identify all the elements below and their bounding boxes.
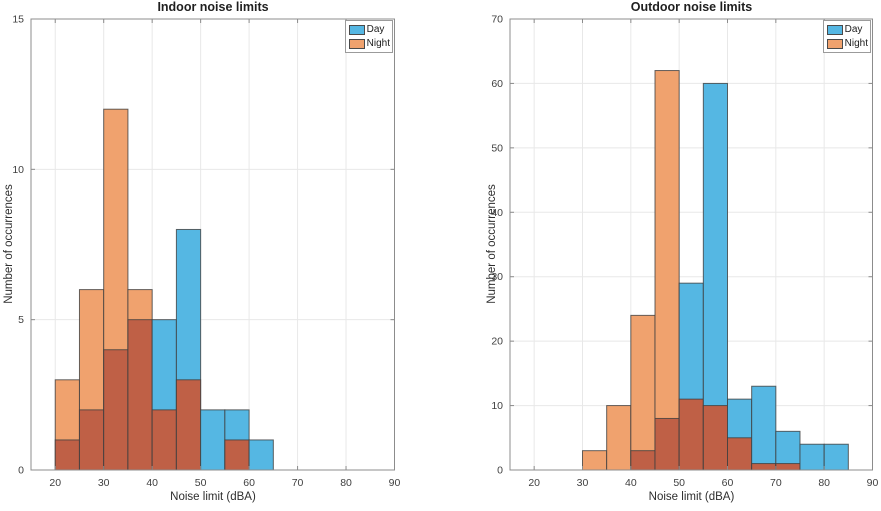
x-tick-label: 50 — [195, 477, 207, 489]
x-tick-label: 50 — [673, 477, 685, 489]
bar-overlap — [702, 405, 728, 471]
bar-day — [751, 385, 777, 471]
chart-title-indoor: Indoor noise limits — [157, 0, 269, 14]
bar-overlap — [54, 439, 80, 471]
chart-outdoor: 20 30 40 50 60 70 80 90 0 10 20 30 40 50 60 70 — [491, 14, 878, 490]
x-tick-label: 40 — [625, 477, 637, 489]
legend-swatch-night-icon — [826, 38, 843, 49]
y-axis-label-outdoor: Number of occurrences — [486, 184, 498, 304]
y-tick-label: 40 — [491, 207, 503, 219]
x-axis-label-outdoor: Noise limit (dBA) — [648, 491, 735, 503]
x-tick-label: 20 — [49, 477, 61, 489]
bar-day — [823, 443, 849, 471]
legend-label-night: Night — [366, 37, 390, 49]
legend-swatch-day-icon — [348, 24, 365, 35]
x-tick-label: 20 — [528, 477, 540, 489]
bar-overlap — [175, 379, 202, 471]
y-tick-label: 30 — [491, 271, 503, 283]
bar-day — [200, 409, 226, 471]
bar-overlap — [727, 437, 753, 471]
legend-label-night: Night — [844, 37, 868, 49]
y-tick-label: 70 — [491, 14, 503, 26]
x-tick-label: 80 — [340, 477, 352, 489]
x-tick-label: 60 — [722, 477, 734, 489]
legend-item-night: Night — [348, 37, 390, 50]
x-axis-label-indoor: Noise limit (dBA) — [170, 491, 256, 503]
tick-labels: 20 30 40 50 60 70 80 90 0 5 10 15 — [12, 14, 400, 490]
x-tick-label: 90 — [867, 477, 879, 489]
x-tick-label: 60 — [243, 477, 255, 489]
bar-night — [654, 70, 680, 471]
bar-overlap — [630, 450, 656, 471]
legend-swatch-night-icon — [348, 38, 365, 49]
legend-item-day: Day — [826, 23, 868, 36]
bar-overlap — [78, 409, 105, 471]
bar-overlap — [127, 319, 153, 471]
bar-overlap — [103, 349, 129, 471]
legend-swatch-day-icon — [826, 24, 843, 35]
bar-overlap — [775, 463, 801, 471]
x-tick-label: 90 — [389, 477, 401, 489]
chart-title-outdoor: Outdoor noise limits — [630, 0, 753, 14]
legend-label-day: Day — [366, 23, 385, 35]
histogram-bars — [582, 70, 849, 471]
bar-overlap — [751, 463, 777, 471]
x-tick-label: 30 — [577, 477, 589, 489]
bar-overlap — [678, 398, 704, 471]
bar-overlap — [654, 417, 680, 471]
x-tick-label: 80 — [818, 477, 830, 489]
y-tick-label: 20 — [491, 336, 503, 348]
bar-overlap — [224, 439, 250, 471]
bar-day — [799, 443, 825, 471]
legend-item-day: Day — [348, 23, 390, 36]
bar-night — [606, 405, 632, 471]
y-tick-label: 10 — [12, 164, 24, 176]
y-tick-label: 10 — [491, 400, 503, 412]
legend-label-day: Day — [844, 23, 863, 35]
tick-labels: 20 30 40 50 60 70 80 90 0 10 20 30 40 50 60 70 — [491, 14, 878, 490]
y-tick-label: 5 — [18, 314, 24, 326]
bar-overlap — [151, 409, 177, 471]
y-tick-label: 50 — [491, 142, 503, 154]
x-tick-label: 70 — [292, 477, 304, 489]
histogram-bars — [54, 108, 274, 471]
x-tick-label: 30 — [98, 477, 110, 489]
legend-indoor: Day Night — [344, 20, 393, 53]
legend-item-night: Night — [826, 37, 868, 50]
legend-outdoor: Day Night — [822, 20, 871, 53]
y-axis-label-indoor: Number of occurrences — [3, 184, 15, 304]
chart-indoor: 20 30 40 50 60 70 80 90 0 5 10 15 — [12, 14, 400, 490]
bar-night — [582, 450, 608, 471]
x-tick-label: 40 — [146, 477, 158, 489]
bar-day — [248, 439, 274, 471]
axes-frame — [509, 18, 873, 471]
y-tick-label: 60 — [491, 78, 503, 90]
bar-night — [630, 314, 656, 471]
y-tick-label: 15 — [12, 14, 24, 26]
y-tick-label: 0 — [497, 465, 503, 477]
y-tick-label: 0 — [18, 465, 24, 477]
x-tick-label: 70 — [770, 477, 782, 489]
